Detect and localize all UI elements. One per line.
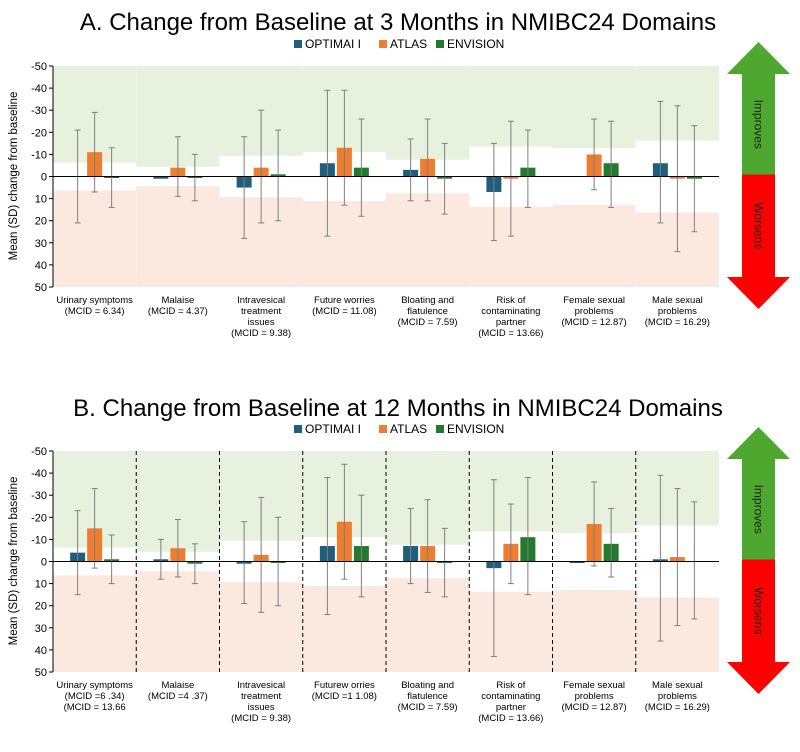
- y-tick-label: -50: [31, 446, 47, 458]
- chart-b: B. Change from Baseline at 12 Months in …: [8, 395, 723, 724]
- worsen-band: [302, 585, 386, 672]
- y-tick-label: -20: [31, 127, 47, 139]
- improves-arrow: [727, 42, 790, 175]
- worsen-band: [386, 578, 470, 672]
- y-tick-label: 40: [35, 645, 47, 657]
- category-label: Intravesical treatment issues (MCID = 9.38): [231, 680, 291, 724]
- improves-label: Improves: [752, 100, 766, 149]
- legend-label: ENVISION: [447, 422, 504, 436]
- worsen-band: [302, 200, 386, 287]
- worsens-arrow: [727, 559, 790, 694]
- y-tick-label: -10: [31, 534, 47, 546]
- legend-swatch: [294, 40, 302, 48]
- worsen-band: [552, 589, 636, 672]
- category-label: Malaise (MCID =4 .37): [148, 680, 208, 702]
- worsen-band: [552, 204, 636, 287]
- category-label: Malaise (MCID = 4.37): [148, 295, 208, 317]
- y-tick-label: -30: [31, 490, 47, 502]
- category-label: Bloating and flatulence (MCID = 7.59): [398, 295, 458, 328]
- worsens-arrow: [727, 174, 790, 309]
- y-tick-label: 0: [41, 557, 47, 569]
- worsens-label: Worsens: [752, 587, 766, 634]
- legend-label: ATLAS: [390, 37, 427, 51]
- category-label: Urinary symptoms (MCID = 6.34): [56, 295, 133, 317]
- legend-label: OPTIMAI I: [305, 37, 361, 51]
- bar-optimai-i: [569, 561, 585, 563]
- chart-a-y-axis-label: Mean (SD) change from baseline: [8, 92, 20, 261]
- improves-label: Improves: [752, 485, 766, 534]
- y-tick-label: -10: [31, 149, 47, 161]
- worsen-band: [469, 591, 553, 672]
- bar-optimai-i: [153, 176, 169, 179]
- y-tick-label: -40: [31, 83, 47, 95]
- category-label: Risk of contaminating partner (MCID = 13.66…: [478, 680, 543, 724]
- worsen-band: [136, 571, 220, 672]
- category-label: Risk of contaminating partner (MCID = 13.66…: [478, 295, 543, 339]
- category-label: Female sexual problems (MCID = 12.87): [562, 680, 627, 713]
- y-tick-label: -40: [31, 468, 47, 480]
- y-tick-label: 0: [41, 172, 47, 184]
- y-tick-label: 10: [35, 194, 47, 206]
- chart-b-legend: OPTIMAI I ATLAS ENVISION: [294, 422, 504, 436]
- chart-a: A. Change from Baseline at 3 Months in N…: [8, 9, 719, 339]
- worsen-band: [53, 575, 137, 672]
- worsen-band: [386, 193, 470, 287]
- legend-swatch: [436, 425, 444, 433]
- category-label: Intravesical treatment issues (MCID = 9.38): [231, 295, 291, 339]
- legend-label: ATLAS: [390, 422, 427, 436]
- category-label: Future worries (MCID = 11.08): [312, 295, 377, 317]
- category-label: Male sexual problems (MCID = 16.29): [645, 680, 710, 713]
- legend-swatch: [436, 40, 444, 48]
- y-tick-label: -50: [31, 61, 47, 73]
- legend-label: ENVISION: [447, 37, 504, 51]
- y-tick-label: 30: [35, 238, 47, 250]
- chart-a-title: A. Change from Baseline at 3 Months in N…: [80, 9, 716, 36]
- category-label: Futurew orries (MCID =1 1.08): [312, 680, 377, 702]
- legend-swatch: [294, 425, 302, 433]
- chart-b-direction-arrow: Improves Worsens: [727, 427, 790, 694]
- chart-b-title: B. Change from Baseline at 12 Months in …: [73, 395, 723, 422]
- legend-swatch: [379, 40, 387, 48]
- chart-a-direction-arrow: Improves Worsens: [727, 42, 790, 309]
- worsens-label: Worsens: [752, 202, 766, 249]
- worsen-band: [136, 186, 220, 287]
- y-tick-label: 20: [35, 216, 47, 228]
- chart-b-plot: -50 -40 -30 -20 -10 0 10 20 30 40 50 Urinary sympto…: [31, 446, 719, 724]
- y-tick-label: 50: [35, 282, 47, 294]
- chart-b-y-axis-label: Mean (SD) change from baseline: [8, 477, 20, 646]
- category-label: Female sexual problems (MCID = 12.87): [562, 295, 627, 328]
- legend-label: OPTIMAI I: [305, 422, 361, 436]
- y-tick-label: 10: [35, 579, 47, 591]
- category-label: Urinary symptoms (MCID =6 .34) (MCID = 13.…: [56, 680, 133, 713]
- y-tick-label: -20: [31, 512, 47, 524]
- category-label: Male sexual problems (MCID = 16.29): [645, 295, 710, 328]
- category-label: Bloating and flatulence (MCID = 7.59): [398, 680, 458, 713]
- chart-a-legend: OPTIMAI I ATLAS ENVISION: [294, 37, 504, 51]
- legend-swatch: [379, 425, 387, 433]
- improves-arrow: [727, 427, 790, 560]
- y-tick-label: 20: [35, 601, 47, 613]
- worsen-band: [53, 190, 137, 287]
- y-tick-label: 30: [35, 623, 47, 635]
- y-tick-label: 50: [35, 667, 47, 679]
- chart-a-plot: -50 -40 -30 -20 -10 0 10 20 30 40 50 Urinary sympto…: [31, 61, 719, 339]
- y-tick-label: 40: [35, 260, 47, 272]
- y-tick-label: -30: [31, 105, 47, 117]
